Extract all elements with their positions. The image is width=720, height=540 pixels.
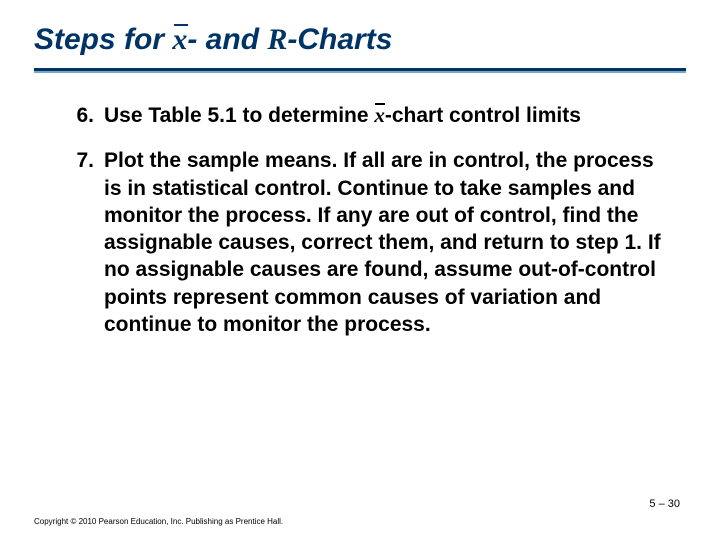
copyright-text: Copyright © 2010 Pearson Education, Inc.… [34,517,283,526]
slide: Steps for x- and R-Charts 6. Use Table 5… [0,0,720,540]
item-body: Plot the sample means. If all are in con… [104,147,666,338]
item-number: 6. [68,102,104,129]
slide-title: Steps for x- and R-Charts [34,22,686,58]
content-area: 6. Use Table 5.1 to determine x-chart co… [34,102,686,338]
item-number: 7. [68,147,104,338]
list-item: 7. Plot the sample means. If all are in … [68,147,666,338]
title-suffix: -Charts [287,23,392,56]
title-rule [34,68,686,76]
title-prefix: Steps for [34,23,172,56]
rule-shadow [34,71,686,73]
rule-line [34,68,686,71]
xbar-symbol: x [172,22,187,58]
xbar-symbol: x [374,102,385,129]
list-item: 6. Use Table 5.1 to determine x-chart co… [68,102,666,129]
item-text-pre: Use Table 5.1 to determine [104,104,374,127]
page-number: 5 – 30 [649,498,680,510]
r-symbol: R [267,23,287,56]
title-mid: - and [187,23,267,56]
item-text-post: -chart control limits [385,104,581,127]
item-body: Use Table 5.1 to determine x-chart contr… [104,102,666,129]
